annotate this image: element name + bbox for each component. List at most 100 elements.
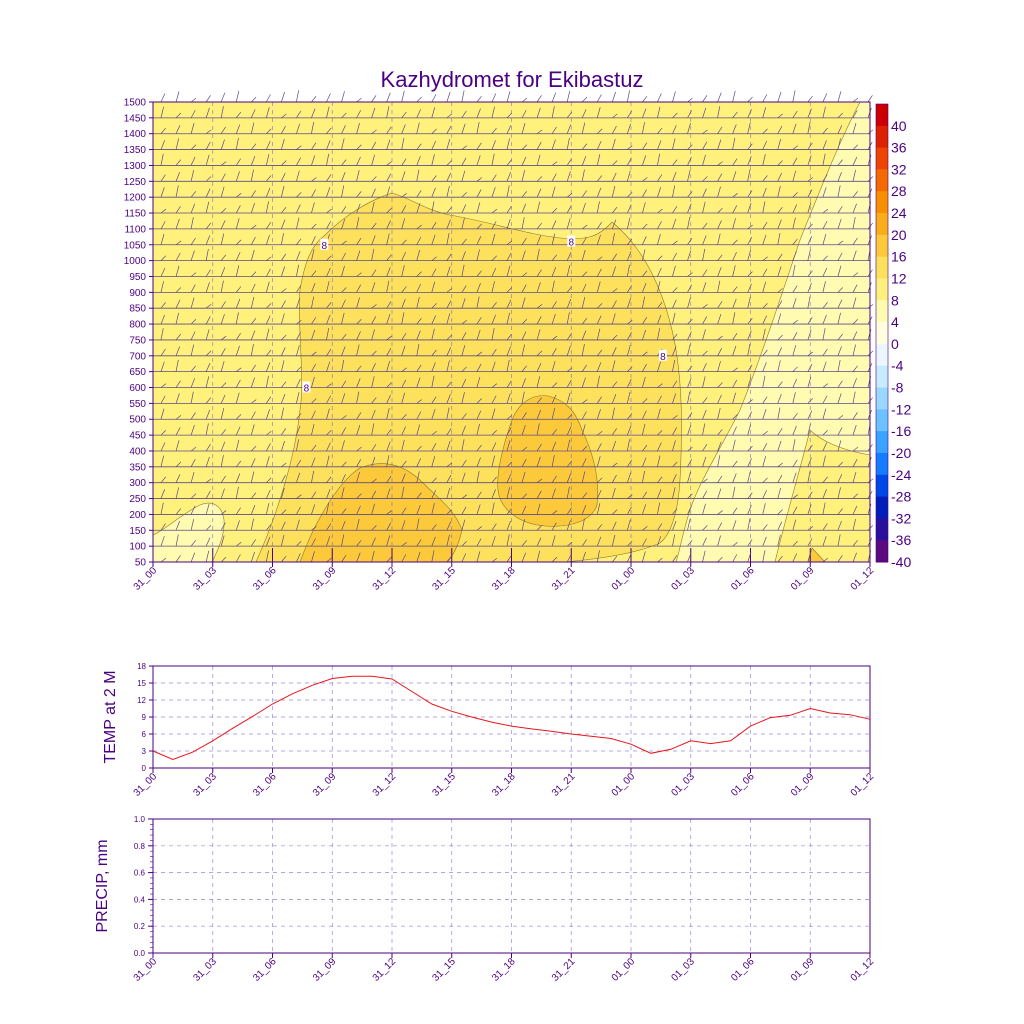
wind-barb — [326, 476, 332, 483]
wind-barb — [356, 297, 360, 309]
wind-barb — [642, 317, 648, 325]
wind-barb — [205, 188, 211, 198]
wind-barb — [476, 363, 482, 372]
wind-barb — [657, 361, 662, 372]
wind-barb — [160, 153, 164, 166]
wind-barb — [732, 392, 736, 404]
wind-barb — [386, 522, 392, 531]
wind-barb — [160, 328, 164, 340]
wind-barb — [687, 425, 692, 436]
wind-barb — [837, 346, 842, 356]
wind-barb — [416, 156, 421, 166]
wind-barb — [657, 234, 661, 245]
wind-barb — [220, 161, 227, 166]
wind-barb — [506, 440, 511, 452]
wind-barb — [837, 380, 843, 388]
wind-barb — [416, 539, 422, 547]
wind-barb — [702, 222, 708, 230]
wind-barb — [566, 252, 572, 261]
wind-barb — [612, 113, 618, 119]
wind-barb — [762, 362, 767, 372]
wind-barb — [281, 91, 286, 103]
wind-barb — [266, 430, 272, 436]
wind-barb — [717, 429, 723, 436]
x-tick-label: 31_00 — [132, 956, 160, 984]
contour-region-cool-left — [152, 502, 225, 563]
wind-barb — [717, 126, 723, 134]
wind-barb — [762, 503, 766, 515]
wind-barb — [431, 303, 437, 309]
wind-barb — [160, 536, 165, 547]
wind-barb — [777, 266, 782, 277]
wind-barb — [672, 534, 676, 547]
wind-barb — [281, 428, 287, 436]
wind-barb — [732, 205, 738, 214]
wind-barb — [160, 127, 166, 134]
wind-barb — [732, 137, 736, 150]
wind-barb — [852, 540, 858, 547]
wind-barb — [356, 459, 362, 467]
wind-barb — [702, 363, 707, 372]
wind-barb — [762, 396, 768, 404]
wind-barb — [235, 426, 241, 436]
wind-barb — [762, 524, 768, 531]
wind-barb — [822, 314, 827, 325]
wind-barb — [822, 361, 827, 372]
wind-barb — [657, 395, 662, 404]
colorbar-swatch — [876, 125, 888, 149]
wind-barb — [446, 253, 452, 261]
wind-barb — [341, 393, 346, 404]
wind-barb — [491, 93, 497, 103]
wind-barb — [266, 175, 272, 182]
wind-barb — [807, 491, 813, 499]
wind-barb — [160, 174, 166, 182]
wind-barb — [626, 472, 631, 483]
wind-barb — [627, 157, 632, 166]
wind-barb — [807, 108, 812, 118]
wind-barb — [566, 554, 572, 563]
wind-barb — [702, 316, 708, 325]
wind-barb — [205, 478, 212, 483]
y-tick-label: 250 — [129, 494, 146, 505]
wind-barb — [762, 128, 768, 134]
wind-barb — [386, 382, 392, 388]
wind-barb — [852, 203, 857, 214]
wind-barb — [220, 455, 224, 467]
wind-barb — [250, 344, 254, 356]
wind-barb — [822, 383, 829, 388]
wind-barb — [852, 344, 856, 356]
wind-barb — [777, 219, 782, 230]
wind-barb — [762, 430, 768, 436]
wind-barb — [792, 110, 798, 119]
wind-barb — [175, 185, 179, 198]
wind-barb — [642, 423, 646, 436]
wind-barb — [852, 493, 859, 499]
colorbar-label: 40 — [891, 118, 907, 134]
wind-barb — [837, 359, 841, 372]
wind-barb — [506, 265, 511, 277]
wind-barb — [296, 204, 301, 214]
wind-barb — [250, 122, 255, 134]
wind-barb — [326, 557, 332, 563]
wind-barb — [235, 158, 241, 166]
wind-barb — [416, 344, 420, 356]
wind-barb — [220, 139, 225, 150]
wind-barb — [235, 542, 242, 547]
wind-barb — [521, 459, 527, 467]
wind-barb — [281, 347, 286, 356]
wind-barb — [401, 193, 407, 198]
wind-barb — [220, 267, 226, 277]
wind-barb — [551, 441, 557, 452]
wind-barb — [386, 360, 390, 372]
wind-barb — [611, 521, 617, 531]
wind-barb — [566, 414, 573, 420]
wind-barb — [566, 111, 573, 119]
wind-barb — [642, 108, 647, 118]
wind-barb — [341, 185, 345, 198]
wind-barb — [657, 430, 663, 436]
wind-barb — [702, 350, 708, 357]
wind-barb — [250, 143, 257, 150]
colorbar-label: 36 — [891, 140, 907, 156]
wind-barb — [296, 192, 302, 198]
wind-barb — [190, 191, 197, 198]
